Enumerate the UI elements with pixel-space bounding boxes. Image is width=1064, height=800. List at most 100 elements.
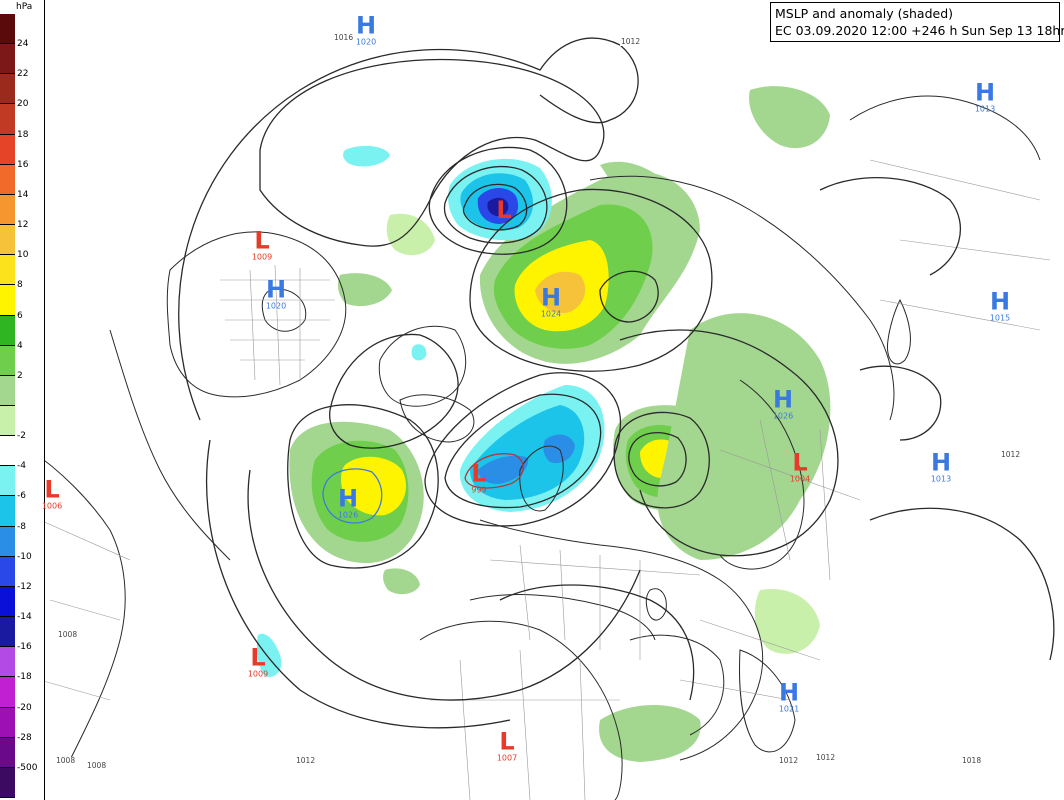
anomaly-kara-core — [487, 197, 509, 217]
anomaly-pacific-yellow — [341, 456, 406, 516]
pressure-letter: L — [471, 459, 487, 488]
pressure-letter: L — [254, 226, 270, 255]
isobar-kamchatka-inner — [628, 432, 687, 487]
isobar-kara-inner — [462, 183, 528, 231]
coast-scandinavia — [519, 445, 564, 512]
coast-us-west — [109, 329, 231, 561]
pressure-letter: H — [930, 448, 952, 477]
isobar-arctic-low-mid — [444, 393, 602, 509]
isobar-siberia-ring2 — [599, 270, 659, 323]
coast-mediterranean — [469, 594, 656, 641]
colorbar-swatch — [0, 526, 15, 557]
colorbar-tick-label: -2 — [17, 431, 26, 442]
coast-arabia — [629, 634, 725, 736]
colorbar-tick-label: 16 — [17, 159, 29, 170]
colorbar-tick-label: -28 — [17, 732, 32, 743]
pressure-value: 1004 — [789, 474, 811, 484]
colorbar-swatch — [0, 194, 15, 226]
anomaly-greenland-green — [337, 273, 392, 307]
colorbar-tick-label: 10 — [17, 250, 29, 261]
border-us-states-grid — [220, 264, 335, 386]
colorbar-swatch — [0, 345, 15, 376]
pressure-letter: H — [355, 11, 377, 40]
colorbar-swatch — [0, 556, 15, 587]
colorbar-tick-label: -14 — [17, 612, 32, 623]
isobar-label: 1012 — [295, 756, 317, 765]
colorbar-tick-label: -10 — [17, 551, 32, 562]
pressure-value: 1007 — [496, 753, 518, 763]
isobar-label: 1012 — [1000, 450, 1022, 459]
pressure-low: L 1007 — [497, 730, 517, 763]
colorbar-swatch — [0, 496, 15, 527]
coast-east-asia — [719, 379, 805, 570]
pressure-letter: H — [772, 385, 794, 414]
colorbar-tick-label: 8 — [17, 280, 23, 291]
colorbar-swatch — [0, 767, 15, 798]
colorbar-unit: hPa — [16, 2, 33, 12]
isobar-russia-outer — [619, 329, 839, 557]
colorbar-swatch — [0, 164, 15, 195]
pressure-letter: L — [499, 727, 515, 756]
isobar-label: 1016 — [333, 33, 355, 42]
pressure-letter: H — [265, 275, 287, 304]
pressure-high: H 1026 — [773, 388, 793, 421]
isobar-kamchatka — [613, 411, 710, 509]
isobar-pacific-outer-loop — [205, 439, 511, 729]
pressure-high: H 1026 — [338, 487, 358, 520]
pressure-value: 1009 — [247, 669, 269, 679]
isobar-southeast — [869, 507, 1055, 661]
colorbar-swatch — [0, 737, 15, 768]
anomaly-india-green — [599, 705, 701, 762]
coast-hudson — [261, 288, 307, 332]
border-mexico-grid — [39, 519, 131, 701]
colorbar-tick-label: 2 — [17, 370, 23, 381]
pressure-value: 1026 — [337, 510, 359, 520]
pressure-value: 1015 — [989, 313, 1011, 323]
pressure-high: H 1020 — [266, 278, 286, 311]
colorbar-swatch — [0, 44, 15, 75]
anomaly-pacific-south-green — [383, 568, 420, 595]
colorbar-swatch — [0, 104, 15, 135]
pressure-low: L 1009 — [252, 229, 272, 262]
pressure-letter: L — [250, 643, 266, 672]
anomaly-ne-green — [749, 86, 830, 149]
isobar-siberia-ring — [469, 188, 713, 372]
colorbar-swatch — [0, 255, 15, 286]
pressure-low: L 1004 — [790, 451, 810, 484]
colorbar-swatch — [0, 375, 15, 406]
pressure-value: 1020 — [265, 301, 287, 311]
pressure-low: L 1006 — [42, 478, 62, 511]
map-title: MSLP and anomaly (shaded) — [775, 6, 954, 21]
colorbar-tick-label: -500 — [17, 762, 38, 773]
anomaly-sea-cyan — [343, 145, 390, 167]
colorbar-tick-label: -6 — [17, 491, 26, 502]
pressure-low: L 1009 — [248, 646, 268, 679]
anomaly-colorbar: hPa 24 22 20 18 16 14 12 10 8 6 4 2 -2 -4 -6 -8 -10 -12 -1… — [0, 0, 45, 800]
isobar-japan-ring — [859, 365, 942, 441]
coast-india — [739, 649, 796, 753]
pressure-high: H 1021 — [779, 681, 799, 714]
colorbar-tick-label: 6 — [17, 310, 23, 321]
pressure-high: H 1024 — [541, 286, 561, 319]
colorbar-swatch — [0, 466, 15, 497]
isobar-label: 1008 — [57, 630, 79, 639]
colorbar-tick-label: 4 — [17, 340, 23, 351]
colorbar-swatch — [0, 134, 15, 165]
pressure-value: 1013 — [930, 474, 952, 484]
coast-mexico — [29, 449, 126, 761]
country-borders — [39, 159, 1051, 800]
colorbar-swatch — [0, 225, 15, 256]
coast-siberia — [589, 175, 895, 421]
colorbar-tick-label: 22 — [17, 69, 29, 80]
isobar-outer-ring — [178, 37, 639, 421]
colorbar-swatch — [0, 315, 15, 346]
pressure-high: H 1013 — [931, 451, 951, 484]
pressure-high: H 1013 — [975, 81, 995, 114]
colorbar-swatch — [0, 677, 15, 708]
colorbar-tick-label: 20 — [17, 99, 29, 110]
map-title-box: MSLP and anomaly (shaded) EC 03.09.2020 … — [770, 2, 1064, 42]
border-asia-grid — [679, 419, 861, 701]
isobar-pacific-high-inner — [322, 468, 383, 524]
colorbar-swatch — [0, 586, 15, 618]
colorbar-tick-label: 24 — [17, 39, 29, 50]
